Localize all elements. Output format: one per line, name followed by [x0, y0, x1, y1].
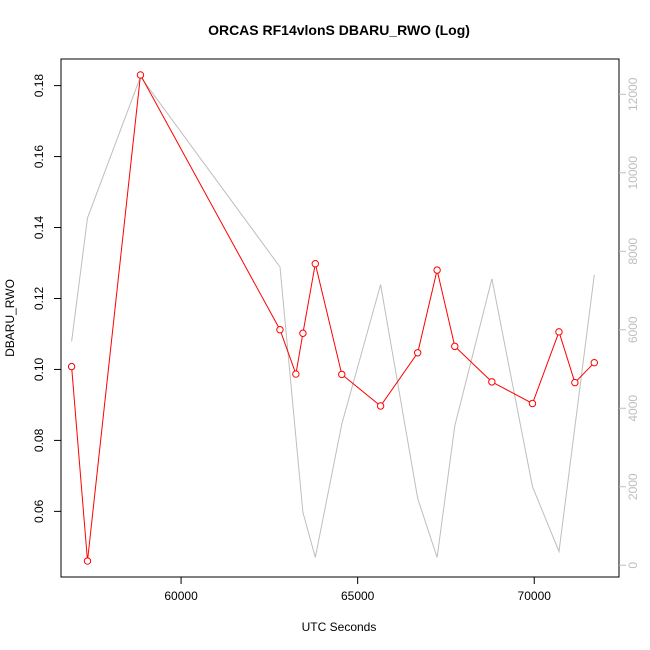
data-point: [528, 399, 537, 408]
data-point: [433, 266, 441, 274]
y2-tick-label: 10000: [626, 156, 640, 190]
y-tick-label: 0.14: [32, 216, 46, 240]
x-axis: 60000 65000 70000: [164, 577, 551, 603]
data-point: [413, 349, 422, 357]
data-point: [311, 260, 319, 268]
left-axis-series: [67, 71, 598, 565]
y-tick-label: 0.08: [32, 428, 46, 452]
data-point: [338, 370, 346, 379]
y-tick-label: 0.16: [32, 145, 46, 169]
y2-tick-label: 2000: [626, 473, 640, 500]
right-axis-series: [71, 75, 595, 558]
data-point: [299, 329, 307, 337]
y-axis-label: DBARU_RWO: [3, 279, 17, 357]
y2-tick-label: 0: [626, 562, 640, 569]
chart-title: ORCAS RF14vlonS DBARU_RWO (Log): [208, 22, 470, 38]
y2-tick-label: 6000: [626, 316, 640, 343]
x-tick-label: 70000: [518, 589, 552, 603]
y2-tick-label: 4000: [626, 395, 640, 422]
x-tick-label: 60000: [164, 589, 198, 603]
y2-tick-label: 12000: [626, 77, 640, 111]
data-point: [571, 378, 579, 387]
x-tick-label: 65000: [341, 589, 375, 603]
y-axis: 0.06 0.08 0.10 0.12 0.14 0.16 0.18: [32, 74, 61, 523]
data-point: [292, 370, 300, 378]
y-tick-label: 0.18: [32, 74, 46, 98]
data-point: [67, 362, 76, 371]
data-point: [376, 402, 385, 410]
left-series-line: [71, 73, 595, 562]
x-axis-label: UTC Seconds: [302, 620, 377, 634]
data-point: [590, 359, 598, 367]
data-point: [555, 328, 563, 336]
data-point: [136, 71, 145, 79]
data-point: [83, 557, 92, 565]
right-series-line: [71, 75, 595, 558]
plot-frame: [60, 58, 620, 578]
data-point: [488, 378, 496, 386]
y-tick-label: 0.06: [32, 499, 46, 523]
y-tick-label: 0.10: [32, 357, 46, 381]
y2-axis: 0 2000 4000 6000 8000 10000 12000: [619, 77, 640, 569]
data-point: [276, 326, 284, 334]
y2-tick-label: 8000: [626, 238, 640, 265]
y-tick-label: 0.12: [32, 286, 46, 310]
data-point: [451, 342, 459, 351]
